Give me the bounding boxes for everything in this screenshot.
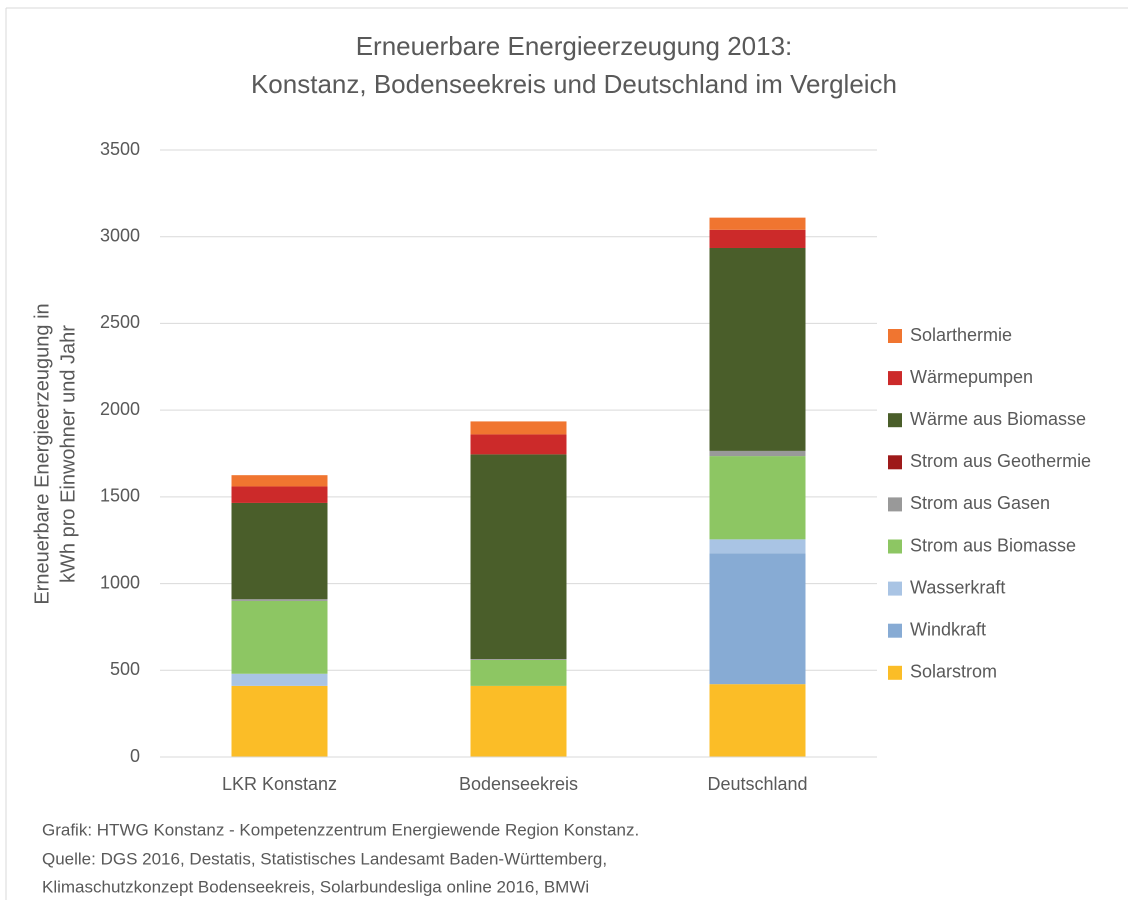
y-tick-label: 500: [110, 659, 140, 679]
y-axis-label: Erneuerbare Energieerzeugung in kWh pro …: [31, 303, 79, 604]
chart-title: Konstanz, Bodenseekreis und Deutschland …: [251, 69, 897, 99]
y-tick-label: 2500: [100, 312, 140, 332]
legend-swatch: [888, 371, 902, 386]
source-note: Quelle: DGS 2016, Destatis, Statistische…: [42, 849, 607, 868]
y-tick-label: 3000: [100, 225, 140, 245]
legend-swatch: [888, 623, 902, 638]
y-tick-label: 0: [130, 746, 140, 766]
bar-segment: [709, 450, 806, 457]
y-axis-label-line: kWh pro Einwohner und Jahr: [57, 325, 79, 583]
x-tick-label: Bodenseekreis: [459, 774, 578, 794]
bar-segment: [231, 475, 328, 487]
legend-swatch: [888, 497, 902, 512]
legend-swatch: [888, 539, 902, 554]
legend-label: Wärmepumpen: [910, 367, 1033, 387]
bar-segment: [470, 454, 567, 660]
bar-segment: [709, 684, 806, 757]
bar-segment: [709, 247, 806, 451]
bar-segment: [709, 539, 806, 554]
bar-segment: [709, 229, 806, 248]
chart-title: Erneuerbare Energieerzeugung 2013:: [356, 31, 793, 61]
legend-label: Strom aus Gasen: [910, 493, 1050, 513]
y-tick-label: 3500: [100, 139, 140, 159]
legend-label: Windkraft: [910, 619, 986, 639]
bar-segment: [470, 434, 567, 455]
bar-segment: [231, 486, 328, 503]
legend-swatch: [888, 413, 902, 428]
bar-segment: [231, 599, 328, 601]
bar-segment: [231, 600, 328, 674]
y-axis-label-line: Erneuerbare Energieerzeugung in: [31, 303, 53, 604]
bar-segment: [709, 217, 806, 230]
bar-segment: [470, 659, 567, 660]
bar-segment: [231, 673, 328, 686]
legend-label: Wasserkraft: [910, 577, 1005, 597]
legend-label: Strom aus Geothermie: [910, 451, 1091, 471]
bar-segment: [470, 659, 567, 686]
legend-swatch: [888, 581, 902, 596]
y-tick-label: 2000: [100, 399, 140, 419]
legend-swatch: [888, 665, 902, 680]
x-tick-label: Deutschland: [707, 774, 807, 794]
legend-label: Strom aus Biomasse: [910, 535, 1076, 555]
legend-label: Wärme aus Biomasse: [910, 409, 1086, 429]
x-tick-label: LKR Konstanz: [222, 774, 337, 794]
legend-swatch: [888, 329, 902, 343]
legend-swatch: [888, 455, 902, 470]
y-tick-label: 1000: [100, 572, 140, 592]
legend-label: Solarstrom: [910, 662, 997, 682]
bar-segment: [231, 685, 328, 757]
bar-segment: [231, 502, 328, 600]
bar-segment: [470, 421, 567, 435]
source-note: Grafik: HTWG Konstanz - Kompetenzzentrum…: [42, 820, 639, 839]
source-note: Klimaschutzkonzept Bodenseekreis, Solarb…: [42, 877, 589, 896]
bar-segment: [709, 456, 806, 540]
bar-segment: [709, 553, 806, 685]
bar-segment: [470, 685, 567, 757]
legend-label: Solarthermie: [910, 325, 1012, 345]
y-tick-label: 1500: [100, 486, 140, 506]
